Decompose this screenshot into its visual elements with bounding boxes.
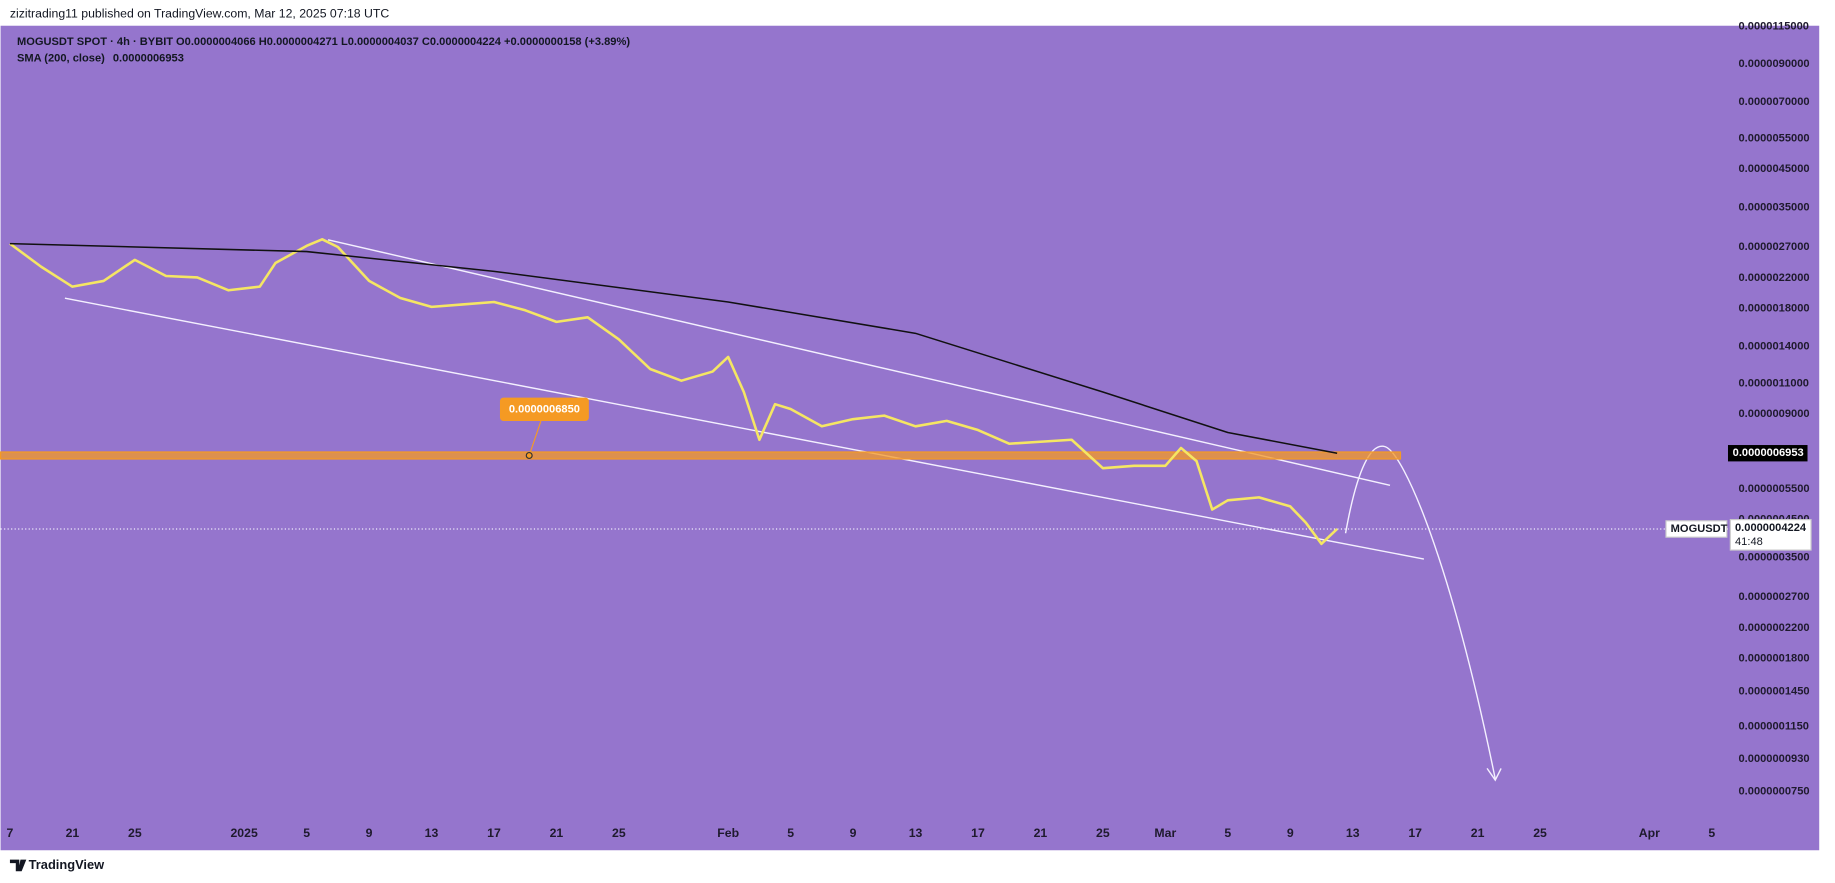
footer-logo bbox=[9, 859, 27, 872]
y-tick-label: 0.0000035000 bbox=[1739, 201, 1810, 213]
y-tick-label: 0.0000000930 bbox=[1739, 753, 1810, 765]
y-tick-label: 0.0000018000 bbox=[1739, 303, 1810, 315]
y-tick-label: 0.0000011000 bbox=[1739, 377, 1809, 389]
x-tick-label: 13 bbox=[425, 826, 439, 840]
sma-box bbox=[1727, 445, 1808, 462]
price-label: 0.0000004224 bbox=[1735, 522, 1807, 534]
x-tick-label: 5 bbox=[1708, 826, 1715, 840]
y-tick-label: 0.0000022000 bbox=[1739, 272, 1810, 284]
x-tick-label: 17 bbox=[487, 826, 501, 840]
x-tick-label: 5 bbox=[303, 826, 310, 840]
y-tick-label: 0.0000070000 bbox=[1739, 96, 1810, 108]
plot-background bbox=[0, 25, 1820, 851]
x-tick-label: 17 bbox=[1408, 826, 1422, 840]
x-tick-label: 21 bbox=[1471, 826, 1485, 840]
sma-box-label: 0.0000006953 bbox=[1733, 447, 1804, 459]
sma-line bbox=[9, 242, 1338, 454]
y-tick-label: 0.0000090000 bbox=[1739, 58, 1810, 70]
x-tick-label: 9 bbox=[850, 826, 857, 840]
x-tick-label: 13 bbox=[909, 826, 923, 840]
x-tick-label: 21 bbox=[66, 826, 80, 840]
sma-value: 0.0000006953 bbox=[113, 52, 184, 64]
level-label-box bbox=[499, 397, 589, 422]
lower-trendline bbox=[64, 297, 1425, 560]
y-tick-label: 0.0000027000 bbox=[1739, 241, 1810, 253]
x-tick-label: 9 bbox=[366, 826, 373, 840]
x-tick-label: 13 bbox=[1346, 826, 1360, 840]
x-tick-label: 2025 bbox=[231, 826, 258, 840]
ohlc: O0.0000004066 H0.0000004271 L0.000000403… bbox=[176, 36, 630, 48]
y-tick-label: 0.0000003500 bbox=[1739, 552, 1810, 564]
y-tick-label: 0.0000055000 bbox=[1739, 133, 1810, 145]
y-tick-label: 0.0000005500 bbox=[1739, 483, 1810, 495]
y-tick-label: 0.0000002200 bbox=[1739, 622, 1810, 634]
x-tick-label: Feb bbox=[717, 826, 739, 840]
y-tick-label: 0.0000002700 bbox=[1739, 591, 1810, 603]
level-anchor bbox=[525, 451, 533, 459]
x-tick-label: 25 bbox=[612, 826, 626, 840]
x-tick-label: Apr bbox=[1639, 826, 1660, 840]
price-line bbox=[9, 238, 1339, 546]
x-tick-label: 21 bbox=[1034, 826, 1048, 840]
level-label: 0.0000006850 bbox=[509, 403, 580, 415]
symbol: MOGUSDT SPOT · 4h · BYBIT bbox=[17, 36, 173, 48]
upper-trendline bbox=[327, 239, 1391, 487]
footer-brand: TradingView bbox=[29, 857, 106, 872]
x-tick-label: 9 bbox=[1287, 826, 1294, 840]
symbol-box bbox=[1665, 520, 1728, 538]
y-tick-label: 0.0000000750 bbox=[1739, 786, 1810, 798]
y-tick-label: 0.0000115000 bbox=[1739, 21, 1809, 33]
sma-name: SMA (200, close) bbox=[17, 52, 105, 64]
price-box bbox=[1729, 519, 1812, 551]
level-band bbox=[0, 451, 1402, 460]
level-callout bbox=[528, 420, 542, 456]
x-tick-label: 21 bbox=[550, 826, 564, 840]
projection-arrow bbox=[1486, 767, 1502, 782]
y-tick-label: 0.0000001450 bbox=[1739, 685, 1810, 697]
countdown: 41:48 bbox=[1735, 536, 1763, 548]
x-tick-label: 25 bbox=[1533, 826, 1547, 840]
y-tick-label: 0.0000009000 bbox=[1739, 408, 1810, 420]
x-tick-label: 25 bbox=[1096, 826, 1110, 840]
x-tick-label: 5 bbox=[1224, 826, 1231, 840]
x-tick-label: 25 bbox=[128, 826, 142, 840]
x-tick-label: 17 bbox=[971, 826, 985, 840]
symbol-label: MOGUSDT bbox=[1671, 523, 1728, 535]
y-tick-label: 0.0000045000 bbox=[1739, 163, 1810, 175]
y-tick-label: 0.0000001800 bbox=[1739, 653, 1810, 665]
x-tick-label: 7 bbox=[7, 826, 14, 840]
publisher: zizitrading11 published on TradingView.c… bbox=[10, 6, 389, 20]
x-tick-label: Mar bbox=[1154, 826, 1176, 840]
y-tick-label: 0.0000014000 bbox=[1739, 341, 1810, 353]
x-tick-label: 5 bbox=[787, 826, 794, 840]
y-tick-label: 0.0000001150 bbox=[1739, 721, 1809, 733]
